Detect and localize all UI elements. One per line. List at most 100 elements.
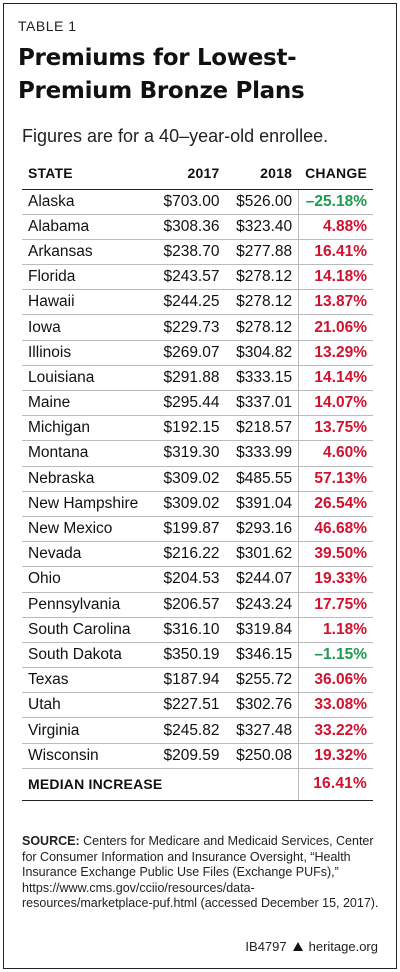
- table-row: Utah $227.51 $302.76 33.08%: [22, 692, 373, 719]
- median-change: 16.41%: [298, 767, 373, 801]
- state-cell: Illinois: [22, 340, 153, 366]
- column-header-change: CHANGE: [298, 157, 373, 190]
- change-cell: 4.60%: [298, 440, 373, 467]
- table-row: South Carolina $316.10 $319.84 1.18%: [22, 617, 373, 643]
- change-cell: –25.18%: [298, 189, 373, 215]
- value-2018-cell: $333.99: [225, 440, 299, 467]
- value-2017-cell: $309.02: [152, 466, 226, 492]
- value-2017-cell: $308.36: [152, 214, 226, 240]
- table-label: TABLE 1: [18, 18, 77, 34]
- column-header-state: STATE: [22, 157, 153, 190]
- change-cell: 21.06%: [298, 314, 373, 341]
- state-cell: Hawaii: [22, 289, 153, 316]
- value-2017-cell: $209.59: [152, 743, 226, 769]
- value-2017-cell: $295.44: [152, 390, 226, 417]
- value-2018-cell: $333.15: [225, 365, 299, 392]
- change-cell: 36.06%: [298, 667, 373, 694]
- heritage-logo-icon: [292, 942, 303, 951]
- change-cell: 33.08%: [298, 692, 373, 719]
- change-cell: 13.29%: [298, 340, 373, 366]
- table-row: Wisconsin $209.59 $250.08 19.32%: [22, 743, 373, 769]
- value-2017-cell: $244.25: [152, 289, 226, 316]
- report-code: IB4797: [245, 939, 287, 954]
- value-2018-cell: $278.12: [225, 289, 299, 316]
- change-cell: 46.68%: [298, 516, 373, 543]
- state-cell: Texas: [22, 667, 153, 694]
- state-cell: South Carolina: [22, 617, 153, 643]
- value-2017-cell: $229.73: [152, 314, 226, 341]
- state-cell: Ohio: [22, 566, 153, 593]
- state-cell: New Hampshire: [22, 491, 153, 517]
- value-2017-cell: $316.10: [152, 617, 226, 643]
- change-cell: 26.54%: [298, 491, 373, 517]
- state-cell: Virginia: [22, 717, 153, 744]
- value-2018-cell: $391.04: [225, 491, 299, 517]
- change-cell: 14.14%: [298, 365, 373, 392]
- state-cell: Pennsylvania: [22, 592, 153, 618]
- state-cell: Iowa: [22, 314, 153, 341]
- table-row: Arkansas $238.70 $277.88 16.41%: [22, 239, 373, 266]
- value-2017-cell: $187.94: [152, 667, 226, 694]
- value-2017-cell: $204.53: [152, 566, 226, 593]
- change-cell: –1.15%: [298, 642, 373, 669]
- premiums-table: STATE 2017 2018 CHANGE Alaska $703.00 $526…: [22, 157, 373, 801]
- table-row: Ohio $204.53 $244.07 19.33%: [22, 566, 373, 593]
- table-row: Nevada $216.22 $301.62 39.50%: [22, 541, 373, 568]
- value-2018-cell: $278.12: [225, 314, 299, 341]
- table-row: Maine $295.44 $337.01 14.07%: [22, 390, 373, 417]
- state-cell: Michigan: [22, 415, 153, 442]
- table-row: Pennsylvania $206.57 $243.24 17.75%: [22, 592, 373, 618]
- value-2017-cell: $216.22: [152, 541, 226, 568]
- value-2018-cell: $293.16: [225, 516, 299, 543]
- value-2017-cell: $291.88: [152, 365, 226, 392]
- change-cell: 39.50%: [298, 541, 373, 568]
- change-cell: 14.18%: [298, 264, 373, 291]
- table-row: New Hampshire $309.02 $391.04 26.54%: [22, 491, 373, 517]
- column-header-2017: 2017: [152, 157, 226, 190]
- value-2018-cell: $323.40: [225, 214, 299, 240]
- header-row: STATE 2017 2018 CHANGE: [22, 157, 373, 190]
- value-2017-cell: $206.57: [152, 592, 226, 618]
- median-row: MEDIAN INCREASE 16.41%: [22, 767, 373, 801]
- footer: IB4797 heritage.org: [245, 939, 378, 954]
- value-2017-cell: $245.82: [152, 717, 226, 744]
- value-2018-cell: $526.00: [225, 189, 299, 215]
- value-2018-cell: $327.48: [225, 717, 299, 744]
- state-cell: Maine: [22, 390, 153, 417]
- value-2018-cell: $277.88: [225, 239, 299, 266]
- value-2018-cell: $301.62: [225, 541, 299, 568]
- state-cell: Wisconsin: [22, 743, 153, 769]
- state-cell: Utah: [22, 692, 153, 719]
- change-cell: 13.87%: [298, 289, 373, 316]
- value-2018-cell: $250.08: [225, 743, 299, 769]
- value-2018-cell: $218.57: [225, 415, 299, 442]
- value-2017-cell: $269.07: [152, 340, 226, 366]
- table-row: Iowa $229.73 $278.12 21.06%: [22, 314, 373, 341]
- change-cell: 19.32%: [298, 743, 373, 769]
- table-row: Alabama $308.36 $323.40 4.88%: [22, 214, 373, 240]
- value-2018-cell: $278.12: [225, 264, 299, 291]
- value-2017-cell: $227.51: [152, 692, 226, 719]
- site-name: heritage.org: [308, 939, 378, 954]
- change-cell: 4.88%: [298, 214, 373, 240]
- source-note: SOURCE: Centers for Medicare and Medicai…: [22, 834, 382, 912]
- value-2017-cell: $199.87: [152, 516, 226, 543]
- value-2017-cell: $350.19: [152, 642, 226, 669]
- table-subtitle: Figures are for a 40–year-old enrollee.: [22, 126, 329, 146]
- table-title: Premiums for Lowest-Premium Bronze Plans: [18, 45, 305, 104]
- value-2018-cell: $485.55: [225, 466, 299, 492]
- table-row: Nebraska $309.02 $485.55 57.13%: [22, 466, 373, 492]
- table-row: South Dakota $350.19 $346.15 –1.15%: [22, 642, 373, 669]
- change-cell: 33.22%: [298, 717, 373, 744]
- table-row: Alaska $703.00 $526.00 –25.18%: [22, 189, 373, 215]
- value-2017-cell: $703.00: [152, 189, 226, 215]
- table-row: Michigan $192.15 $218.57 13.75%: [22, 415, 373, 442]
- column-header-2018: 2018: [225, 157, 299, 190]
- source-label: SOURCE:: [22, 834, 80, 848]
- state-cell: Montana: [22, 440, 153, 467]
- state-cell: South Dakota: [22, 642, 153, 669]
- table-row: New Mexico $199.87 $293.16 46.68%: [22, 516, 373, 543]
- change-cell: 17.75%: [298, 592, 373, 618]
- state-cell: New Mexico: [22, 516, 153, 543]
- source-text: Centers for Medicare and Medicaid Servic…: [22, 834, 379, 910]
